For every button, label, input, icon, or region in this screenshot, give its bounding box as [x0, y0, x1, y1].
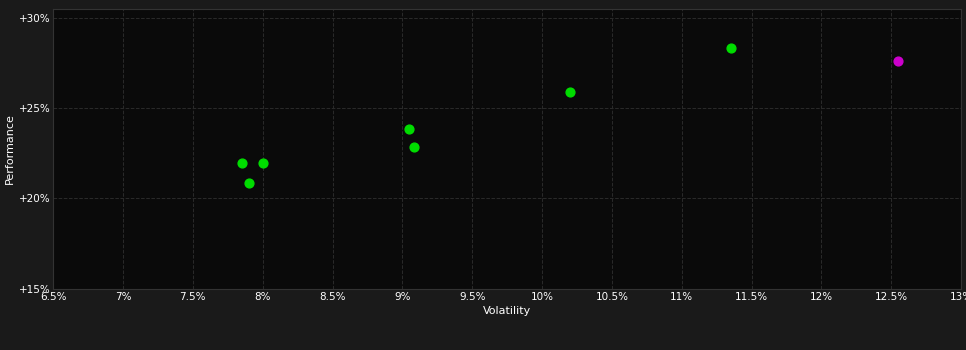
Point [723, 45, 738, 50]
Point [255, 160, 270, 166]
Y-axis label: Performance: Performance [5, 113, 14, 184]
X-axis label: Volatility: Volatility [483, 306, 531, 316]
Point [234, 160, 249, 166]
Point [241, 180, 256, 186]
Point [562, 89, 578, 95]
Point [406, 144, 421, 150]
Point [402, 126, 417, 132]
Point [891, 58, 906, 64]
